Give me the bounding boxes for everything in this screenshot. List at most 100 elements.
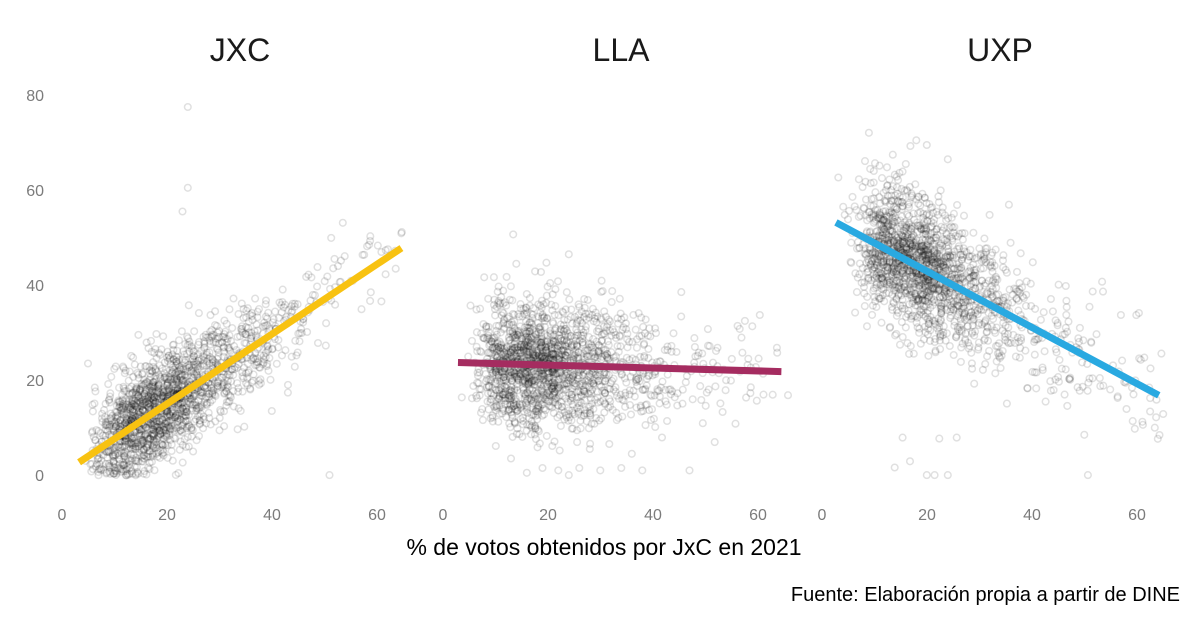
scatter-point xyxy=(531,369,540,378)
scatter-point xyxy=(543,388,552,397)
scatter-panel-jxc xyxy=(77,102,407,479)
scatter-point xyxy=(551,398,560,407)
scatter-point xyxy=(248,311,257,320)
scatter-point xyxy=(121,437,130,446)
scatter-point xyxy=(175,410,184,419)
scatter-point xyxy=(101,412,110,421)
scatter-point xyxy=(509,390,518,399)
scatter-point xyxy=(528,421,537,430)
scatter-point xyxy=(208,388,217,397)
scatter-point xyxy=(614,319,623,328)
scatter-point xyxy=(229,370,238,379)
scatter-point xyxy=(297,324,306,333)
scatter-point xyxy=(165,416,174,425)
scatter-point xyxy=(932,284,941,294)
scatter-point xyxy=(125,469,134,478)
scatter-point xyxy=(1087,338,1096,347)
scatter-point xyxy=(1073,382,1082,391)
scatter-point xyxy=(908,190,917,200)
scatter-point xyxy=(880,215,889,224)
scatter-point xyxy=(531,423,540,432)
scatter-point xyxy=(217,373,226,382)
scatter-point xyxy=(935,240,944,249)
scatter-point xyxy=(557,397,566,406)
scatter-point xyxy=(247,328,256,337)
scatter-point xyxy=(584,295,593,304)
scatter-point xyxy=(146,398,155,407)
scatter-point xyxy=(225,345,234,354)
scatter-point xyxy=(1075,386,1085,395)
scatter-point xyxy=(905,236,914,245)
scatter-point xyxy=(111,419,120,428)
scatter-point xyxy=(878,273,887,282)
scatter-point xyxy=(918,283,927,292)
scatter-point xyxy=(1092,329,1101,338)
scatter-point xyxy=(499,318,508,327)
scatter-point xyxy=(913,227,922,236)
scatter-point xyxy=(146,387,155,396)
scatter-point xyxy=(127,433,136,443)
scatter-point xyxy=(485,334,494,343)
scatter-point xyxy=(636,401,645,410)
scatter-point xyxy=(494,342,503,351)
scatter-point xyxy=(768,390,778,399)
scatter-point xyxy=(193,370,202,379)
scatter-point xyxy=(991,278,1000,287)
scatter-point xyxy=(883,279,892,288)
scatter-point xyxy=(569,352,578,361)
scatter-point xyxy=(169,339,178,349)
scatter-point xyxy=(539,375,548,384)
scatter-point xyxy=(188,403,197,412)
scatter-point xyxy=(960,298,969,307)
scatter-point xyxy=(177,369,186,378)
scatter-point xyxy=(536,352,545,361)
scatter-point xyxy=(489,416,498,426)
scatter-point xyxy=(554,310,563,319)
scatter-point xyxy=(178,375,187,384)
scatter-point xyxy=(564,409,573,418)
scatter-point xyxy=(119,404,128,413)
scatter-point xyxy=(1154,434,1163,443)
scatter-point xyxy=(578,318,587,327)
scatter-point xyxy=(205,413,214,422)
scatter-point xyxy=(980,254,989,263)
scatter-point xyxy=(923,294,932,303)
scatter-point xyxy=(972,265,981,274)
scatter-point xyxy=(169,354,178,363)
scatter-point xyxy=(546,401,555,410)
scatter-point xyxy=(143,396,152,405)
scatter-point xyxy=(980,252,989,261)
scatter-point xyxy=(150,440,159,449)
scatter-point xyxy=(534,403,543,412)
scatter-point xyxy=(484,294,493,303)
scatter-point xyxy=(493,351,502,360)
scatter-point xyxy=(119,460,128,469)
scatter-point xyxy=(1065,374,1074,383)
scatter-point xyxy=(888,233,897,242)
scatter-point xyxy=(157,420,166,429)
scatter-point xyxy=(197,388,206,397)
scatter-point xyxy=(523,387,532,396)
scatter-point xyxy=(540,404,549,413)
scatter-point xyxy=(126,404,135,413)
scatter-point xyxy=(92,461,101,470)
scatter-point xyxy=(722,375,731,384)
scatter-point xyxy=(523,337,532,346)
scatter-point xyxy=(187,365,196,374)
scatter-point xyxy=(162,385,171,394)
scatter-point xyxy=(132,389,141,398)
scatter-point xyxy=(959,274,968,283)
scatter-point xyxy=(507,382,516,391)
scatter-point xyxy=(504,393,513,402)
scatter-point xyxy=(974,345,983,354)
scatter-point xyxy=(293,347,302,357)
scatter-point xyxy=(472,391,481,400)
scatter-point xyxy=(545,372,554,381)
scatter-point xyxy=(970,265,979,274)
scatter-point xyxy=(981,359,990,368)
scatter-point xyxy=(557,350,566,359)
scatter-point xyxy=(921,322,930,331)
scatter-point xyxy=(486,388,496,397)
scatter-point xyxy=(503,342,512,352)
scatter-point xyxy=(575,379,584,388)
